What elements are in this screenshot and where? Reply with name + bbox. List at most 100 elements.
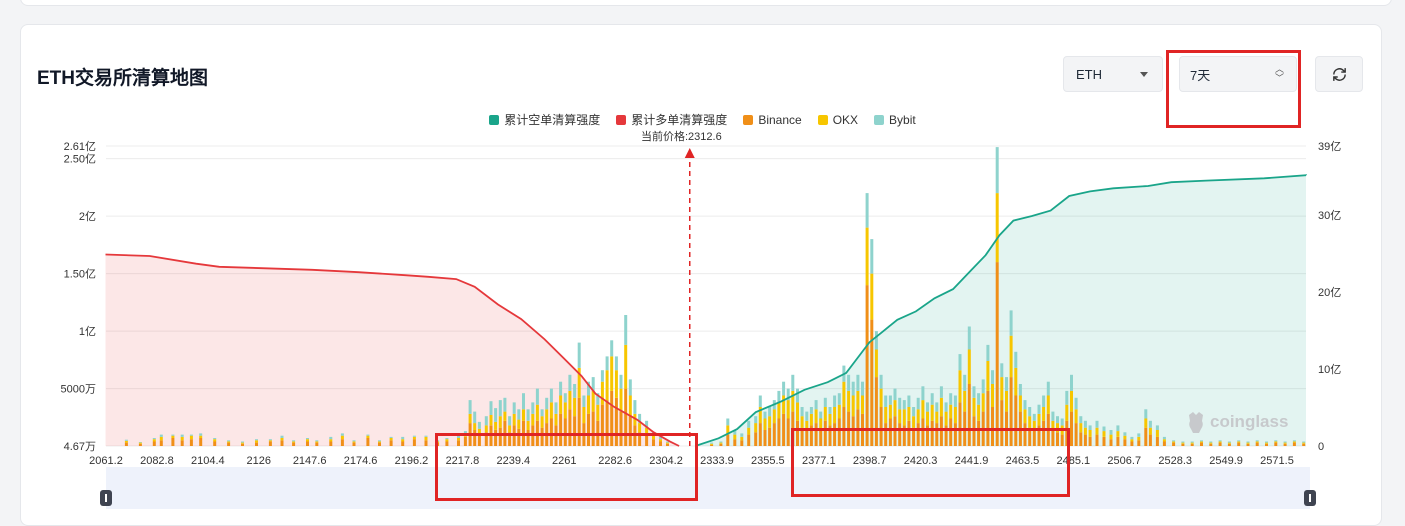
bar-binance <box>563 418 567 446</box>
bar-bybit <box>1246 441 1250 443</box>
bar-bybit <box>412 435 416 437</box>
bar-binance <box>1123 439 1127 446</box>
legend-item-short[interactable]: 累计空单清算强度 <box>489 111 600 128</box>
bar-binance <box>484 432 488 446</box>
y-left-tick: 2.61亿 <box>64 140 96 153</box>
bar-okx <box>424 436 428 441</box>
bar-bybit <box>1181 441 1185 443</box>
bar-binance <box>888 418 892 446</box>
bar-okx <box>315 441 319 443</box>
bar-okx <box>768 416 772 428</box>
bar-okx <box>280 438 284 441</box>
bar-okx <box>227 441 231 443</box>
bar-bybit <box>912 407 916 417</box>
bar-binance <box>1102 436 1106 446</box>
bar-okx <box>1109 434 1113 440</box>
bar-binance <box>577 397 581 446</box>
bar-binance <box>1292 442 1296 446</box>
bar-binance <box>796 420 799 446</box>
bar-binance <box>1200 442 1203 446</box>
bar-bybit <box>930 393 934 405</box>
bar-okx <box>1274 441 1278 443</box>
period-select[interactable]: 7天 ︿ ﹀ <box>1179 56 1297 92</box>
bar-bybit <box>763 411 767 419</box>
grid <box>106 145 1306 447</box>
bar-okx <box>494 421 498 430</box>
bar-okx <box>1162 439 1166 442</box>
bar-bybit <box>782 381 786 396</box>
bar-okx <box>559 395 563 414</box>
bar-bybit <box>473 411 477 424</box>
bar-binance <box>315 442 319 446</box>
bar-binance <box>740 440 744 446</box>
bar-binance <box>719 443 723 446</box>
bar-bybit <box>494 408 498 422</box>
bar-binance <box>180 440 184 446</box>
legend-item-long[interactable]: 累计多单清算强度 <box>616 111 727 128</box>
bar-bybit <box>1079 416 1083 424</box>
bar-bybit <box>159 434 163 437</box>
bar-binance <box>1148 434 1152 446</box>
bar-binance <box>1116 436 1120 446</box>
bar-bybit <box>981 379 985 394</box>
current-price-arrow <box>684 148 695 158</box>
refresh-button[interactable] <box>1315 56 1363 92</box>
bar-bybit <box>563 393 567 403</box>
bar-bybit <box>888 395 892 405</box>
bar-bybit <box>241 441 244 443</box>
bar-okx <box>754 423 758 433</box>
bar-bybit <box>633 400 637 414</box>
bar-binance <box>213 441 217 446</box>
legend-label: OKX <box>832 112 859 127</box>
bar-bybit <box>401 436 405 440</box>
bar-bybit <box>489 401 493 415</box>
zoom-slider[interactable] <box>106 467 1310 509</box>
bar-bybit <box>292 440 296 442</box>
bar-bybit <box>1000 363 1004 378</box>
bar-okx <box>292 441 296 443</box>
bar-bybit <box>1009 310 1013 336</box>
bar-okx <box>907 407 911 421</box>
bar-bybit <box>1060 418 1064 426</box>
bar-okx <box>1302 442 1306 444</box>
bar-bybit <box>1274 440 1278 442</box>
bar-okx <box>972 397 976 417</box>
bar-okx <box>1265 442 1268 444</box>
legend-item-bybit[interactable]: Bybit <box>874 111 916 128</box>
legend-item-okx[interactable]: OKX <box>817 111 859 128</box>
bar-binance <box>819 430 823 446</box>
bar-bybit <box>991 370 994 384</box>
bar-okx <box>610 356 614 391</box>
bar-binance <box>986 390 990 446</box>
legend-swatch <box>743 114 754 125</box>
highlight-box-long-zone <box>435 433 698 501</box>
slider-handle-left[interactable] <box>100 490 112 506</box>
bar-bybit <box>1209 441 1213 443</box>
bar-bybit <box>1200 440 1203 442</box>
bar-bybit <box>1302 441 1306 443</box>
bar-okx <box>473 423 477 430</box>
bar-okx <box>1172 441 1176 443</box>
bar-binance <box>958 402 962 446</box>
bar-binance <box>1088 436 1092 446</box>
bar-okx <box>819 418 823 430</box>
bar-bybit <box>645 420 649 428</box>
bar-okx <box>306 439 309 442</box>
bar-bybit <box>628 379 632 396</box>
page-title: ETH交易所清算地图 <box>37 68 209 89</box>
bar-binance <box>768 427 772 446</box>
bar-okx <box>710 443 714 445</box>
legend-item-binance[interactable]: Binance <box>743 111 802 128</box>
bar-bybit <box>1218 440 1222 442</box>
coin-select[interactable]: ETH <box>1063 56 1163 92</box>
bar-okx <box>666 442 669 444</box>
bar-binance <box>870 319 874 446</box>
bar-bybit <box>916 397 920 410</box>
bar-okx <box>457 438 460 441</box>
slider-handle-right[interactable] <box>1304 490 1316 506</box>
bar-okx <box>796 402 799 421</box>
bar-bybit <box>535 388 539 405</box>
bar-bybit <box>340 433 344 436</box>
bar-binance <box>1237 442 1241 446</box>
bar-binance <box>1042 420 1046 446</box>
